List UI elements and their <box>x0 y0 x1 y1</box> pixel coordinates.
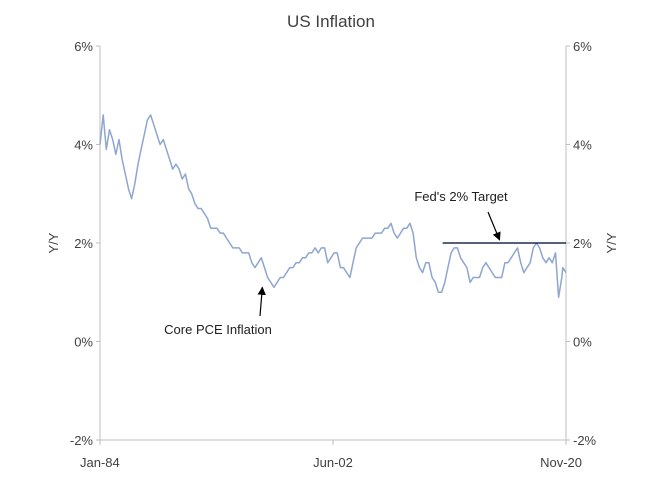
x-tick-label: Jun-02 <box>313 455 353 470</box>
fed-target-arrow <box>487 211 501 241</box>
chart-title: US Inflation <box>287 12 375 31</box>
y-tick-label-left: 4% <box>74 138 93 153</box>
core-pce-arrow <box>257 286 266 317</box>
y-tick-label-left: -2% <box>70 433 94 448</box>
y-tick-label-right: 4% <box>573 138 592 153</box>
x-tick-label: Nov-20 <box>540 455 582 470</box>
fed-target-annotation: Fed's 2% Target <box>414 189 508 204</box>
y-tick-label-right: 2% <box>573 236 592 251</box>
y-tick-label-left: 6% <box>74 39 93 54</box>
x-axis-ticks: Jan-84 Jun-02 Nov-20 <box>80 440 582 470</box>
core-pce-annotation: Core PCE Inflation <box>164 322 272 337</box>
y-tick-label-left: 2% <box>74 236 93 251</box>
core-pce-inflation-line <box>99 114 567 298</box>
y-axis-label-left: Y/Y <box>46 232 61 253</box>
x-tick-label: Jan-84 <box>80 455 120 470</box>
y-axis-right-ticks: -2% 0% 2% 4% 6% <box>566 39 597 448</box>
y-tick-label-right: 6% <box>573 39 592 54</box>
y-axis-left-ticks: -2% 0% 2% 4% 6% <box>70 39 100 448</box>
y-axis-label-right: Y/Y <box>604 232 619 253</box>
y-tick-label-right: -2% <box>573 433 597 448</box>
y-tick-label-left: 0% <box>74 335 93 350</box>
y-tick-label-right: 0% <box>573 335 592 350</box>
